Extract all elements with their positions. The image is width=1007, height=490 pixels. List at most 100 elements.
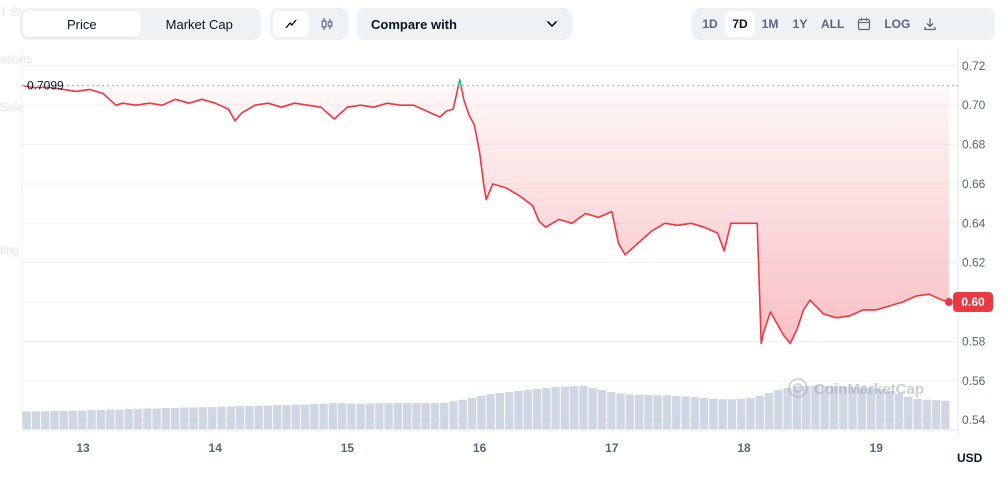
volume-bar (848, 387, 857, 429)
volume-bar (866, 388, 876, 429)
volume-bar (31, 411, 41, 429)
ghost-label: ations (0, 52, 33, 66)
log-scale-button[interactable]: LOG (884, 17, 911, 31)
ghost-label: Sale (0, 100, 25, 114)
volume-bar (523, 390, 532, 429)
market-cap-tab[interactable]: Market Cap (165, 16, 233, 32)
volume-bar (625, 394, 634, 429)
volume-bar (783, 388, 792, 429)
range-1d-button[interactable]: 1D (702, 17, 718, 31)
chevron-down-icon (547, 21, 557, 27)
volume-bar (486, 393, 495, 429)
volume-bar (235, 406, 245, 429)
range-7d-button[interactable]: 7D (725, 11, 755, 37)
y-tick-label: 0.70 (962, 98, 986, 112)
time-range-toggle: 1D 7D 1M 1Y ALL LOG (692, 8, 995, 40)
volume-bar (115, 409, 124, 429)
volume-bar (226, 406, 235, 429)
volume-bar (764, 392, 774, 429)
volume-bar (941, 400, 950, 429)
line-chart-button[interactable] (273, 11, 309, 37)
volume-bar (384, 403, 393, 429)
volume-bar (727, 399, 737, 429)
x-tick-label: 19 (870, 441, 884, 455)
volume-bar (161, 408, 170, 429)
volume-bar (133, 409, 143, 429)
ghost-label: ting (0, 243, 20, 257)
volume-bar (412, 403, 421, 429)
volume-bar (885, 390, 894, 429)
price-chart[interactable]: CoinMarketCap 0.72 0.70 0.68 0.66 0.64 0.62 0.… (0, 44, 1007, 490)
watermark: CoinMarketCap (788, 378, 924, 398)
compare-with-label: Compare with (371, 16, 457, 32)
date-range-button[interactable] (850, 11, 878, 37)
volume-bar (662, 395, 672, 429)
y-tick-label: 0.58 (962, 334, 986, 348)
range-1y-button[interactable]: 1Y (792, 17, 808, 31)
x-tick-label: 14 (209, 441, 223, 455)
volume-bar (273, 405, 282, 429)
candlestick-icon (321, 18, 333, 30)
volume-bar (774, 390, 783, 429)
volume-bar (792, 386, 802, 429)
price-tab[interactable]: Price (23, 11, 141, 37)
volume-bar (616, 393, 625, 429)
volume-bar (189, 407, 198, 429)
volume-bar (50, 410, 59, 429)
volume-bar (560, 386, 570, 429)
volume-bar (124, 409, 133, 429)
y-tick-label: 0.68 (962, 138, 986, 152)
y-tick-label: 0.62 (962, 256, 986, 270)
volume-bar (579, 386, 588, 429)
volume-bar (505, 391, 514, 429)
y-tick-label: 0.64 (962, 216, 986, 230)
volume-bar (347, 403, 356, 429)
volume-bar (96, 409, 106, 429)
volume-bar (746, 397, 755, 429)
volume-bar (820, 386, 829, 429)
x-tick-label: 17 (605, 441, 619, 455)
volume-bar (904, 396, 913, 429)
current-price-dot (944, 298, 953, 307)
volume-bar (106, 409, 115, 429)
volume-bar (87, 409, 96, 429)
volume-bar (802, 386, 811, 429)
volume-bar (59, 410, 68, 429)
volume-bar (607, 391, 616, 429)
volume-bar (180, 407, 189, 429)
y-tick-label: 0.54 (962, 413, 986, 427)
download-button[interactable] (916, 11, 944, 37)
current-price-label: 0.60 (961, 295, 985, 309)
volume-bar (143, 408, 152, 429)
volume-bar (644, 394, 653, 429)
volume-bar (22, 411, 31, 429)
volume-bar (170, 408, 180, 429)
volume-bar (245, 406, 254, 429)
volume-bar (152, 408, 161, 429)
volume-bar (467, 397, 477, 429)
volume-bar (254, 405, 263, 429)
candlestick-button[interactable] (309, 11, 345, 37)
volume-bar (208, 407, 217, 429)
volume-bar (672, 395, 681, 429)
price-area (23, 85, 949, 344)
volume-bar (532, 389, 542, 429)
volume-bar (597, 390, 607, 429)
y-tick-label: 0.66 (962, 177, 986, 191)
volume-bar (699, 397, 709, 429)
currency-label: USD (957, 451, 983, 465)
volume-bar (570, 386, 579, 429)
volume-bar (68, 410, 78, 429)
volume-bar (282, 405, 291, 429)
volume-bar (551, 387, 560, 429)
volume-bar (477, 395, 486, 429)
volume-bar (356, 403, 365, 429)
calendar-icon (858, 18, 871, 31)
volume-bar (755, 395, 764, 429)
volume-bar (430, 403, 440, 429)
range-all-button[interactable]: ALL (821, 17, 845, 31)
volume-bar (402, 403, 412, 429)
volume-bar (811, 385, 820, 429)
range-1m-button[interactable]: 1M (761, 17, 779, 31)
compare-with-dropdown[interactable]: Compare with (357, 8, 572, 40)
